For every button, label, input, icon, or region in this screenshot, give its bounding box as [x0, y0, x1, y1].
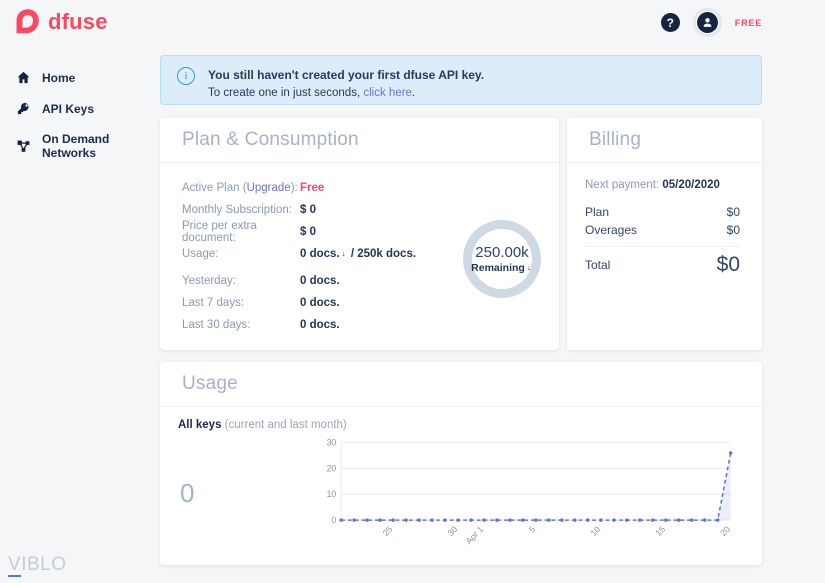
billing-plan-row: Plan$0 — [585, 203, 740, 221]
svg-text:30: 30 — [445, 524, 459, 538]
billing-total-value: $0 — [717, 253, 740, 277]
banner-message: You still haven't created your first dfu… — [208, 65, 484, 82]
active-plan-row: Active Plan (Upgrade): Free — [182, 177, 537, 199]
last-30-days-value: 0 docs. — [300, 319, 340, 331]
user-avatar-icon — [697, 12, 718, 33]
plan-consumption-card: Plan & Consumption Active Plan (Upgrade)… — [160, 118, 559, 350]
svg-text:10: 10 — [326, 489, 336, 499]
help-icon[interactable]: ? — [661, 13, 680, 32]
svg-text:20: 20 — [326, 463, 336, 473]
download-arrow-icon: ↓ — [342, 249, 346, 258]
plan-card-header: Plan & Consumption — [160, 118, 559, 163]
header-actions: ? FREE — [661, 8, 762, 37]
billing-card-title: Billing — [589, 129, 641, 151]
info-icon: i — [177, 67, 195, 85]
download-arrow-icon: ↓ — [527, 263, 531, 272]
banner-submessage: To create one in just seconds, click her… — [208, 87, 484, 99]
svg-text:15: 15 — [653, 524, 667, 538]
next-payment-date: 05/20/2020 — [662, 179, 720, 191]
last-7-days-row: Last 7 days: 0 docs. — [182, 292, 537, 314]
account-menu-button[interactable] — [693, 8, 722, 37]
yesterday-value: 0 docs. — [300, 275, 340, 287]
price-per-extra-value: $ 0 — [300, 226, 316, 238]
sidebar-item-label: API Keys — [42, 102, 94, 116]
sidebar-item-label: On Demand Networks — [42, 132, 160, 160]
billing-plan-value: $0 — [727, 205, 740, 219]
help-glyph: ? — [667, 16, 674, 30]
svg-text:30: 30 — [326, 438, 336, 448]
network-icon — [16, 139, 31, 154]
billing-total-row: Total$0 — [585, 253, 740, 277]
svg-text:0: 0 — [331, 515, 336, 525]
home-icon — [16, 70, 31, 85]
dashboard-page: dfuse ? FREE Home API Keys — [0, 0, 825, 583]
usage-series-label: All keys (current and last month) — [178, 419, 744, 431]
key-icon — [16, 101, 31, 116]
sidebar-item-on-demand-networks[interactable]: On Demand Networks — [0, 124, 160, 168]
usage-line-chart: 0 10 20 30 25 30 Apr 1 5 10 15 20 — [314, 433, 744, 553]
api-key-info-banner: i You still haven't created your first d… — [160, 55, 762, 105]
monthly-subscription-row: Monthly Subscription: $ 0 — [182, 199, 537, 221]
active-plan-value: Free — [300, 182, 324, 194]
remaining-value: 250.00k — [475, 244, 528, 261]
billing-divider — [585, 246, 740, 247]
usage-total-count: 0 — [178, 433, 314, 553]
main-content: i You still haven't created your first d… — [160, 55, 762, 105]
svg-text:25: 25 — [380, 524, 394, 538]
billing-overages-value: $0 — [727, 223, 740, 237]
usage-card-title: Usage — [182, 373, 238, 395]
remaining-label: Remaining↓ — [471, 262, 533, 274]
viblo-watermark: VIBLO — [8, 554, 67, 576]
sidebar-item-label: Home — [42, 71, 75, 85]
remaining-gauge: 250.00k Remaining↓ — [463, 220, 541, 298]
svg-text:5: 5 — [527, 524, 538, 535]
billing-overages-row: Overages$0 — [585, 221, 740, 239]
svg-text:10: 10 — [588, 524, 602, 538]
sidebar-item-api-keys[interactable]: API Keys — [0, 93, 160, 124]
brand-name: dfuse — [48, 9, 108, 35]
usage-card-header: Usage — [160, 362, 762, 407]
plan-card-title: Plan & Consumption — [182, 129, 359, 151]
sidebar: Home API Keys On Demand Networks — [0, 62, 160, 168]
billing-card-header: Billing — [567, 118, 762, 163]
upgrade-link[interactable]: Upgrade — [247, 182, 291, 194]
next-payment: Next payment: 05/20/2020 — [585, 179, 740, 191]
billing-card: Billing Next payment: 05/20/2020 Plan$0 … — [567, 118, 762, 350]
create-key-link[interactable]: click here — [363, 87, 412, 99]
svg-text:20: 20 — [718, 524, 732, 538]
dfuse-logo[interactable]: dfuse — [12, 7, 108, 36]
last-30-days-row: Last 30 days: 0 docs. — [182, 314, 537, 336]
monthly-subscription-value: $ 0 — [300, 204, 316, 216]
dfuse-logo-icon — [12, 7, 41, 36]
sidebar-item-home[interactable]: Home — [0, 62, 160, 93]
plan-badge: FREE — [735, 18, 762, 28]
usage-value: 0 docs.↓ / 250k docs. — [300, 248, 416, 260]
last-7-days-value: 0 docs. — [300, 297, 340, 309]
svg-text:Apr 1: Apr 1 — [463, 524, 485, 546]
usage-card: Usage All keys (current and last month) … — [160, 362, 762, 565]
